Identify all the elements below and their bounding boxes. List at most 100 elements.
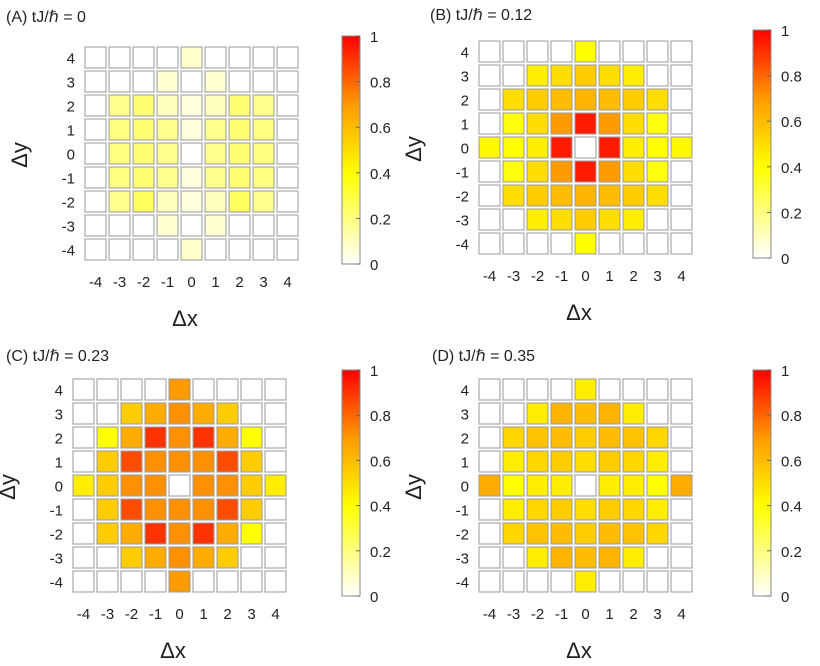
heatmap-cell xyxy=(276,238,299,261)
heatmap-cell xyxy=(84,70,107,93)
heatmap-cell xyxy=(670,426,693,449)
y-tick-label: 3 xyxy=(461,407,469,424)
heatmap-cell xyxy=(622,136,645,159)
heatmap-cell xyxy=(502,88,525,111)
heatmap-cell xyxy=(598,160,621,183)
heatmap-cell xyxy=(84,190,107,213)
heatmap-cell xyxy=(156,94,179,117)
heatmap-cell xyxy=(108,166,131,189)
colorbar-tick-label: 0 xyxy=(781,251,789,268)
heatmap-cell xyxy=(144,546,167,569)
heatmap-cell xyxy=(526,378,549,401)
heatmap-cell xyxy=(526,570,549,593)
heatmap-cell xyxy=(502,474,525,497)
heatmap-cell xyxy=(72,546,95,569)
heatmap-cell xyxy=(502,450,525,473)
heatmap-cell xyxy=(670,402,693,425)
x-tick-label: 2 xyxy=(223,606,231,623)
heatmap-cell xyxy=(96,546,119,569)
heatmap-cell xyxy=(192,450,215,473)
heatmap-cell xyxy=(550,474,573,497)
heatmap-cell xyxy=(574,426,597,449)
heatmap-cell xyxy=(216,546,239,569)
heatmap-cell xyxy=(132,142,155,165)
heatmap-cell xyxy=(574,474,597,497)
heatmap-cell xyxy=(478,450,501,473)
heatmap-cell xyxy=(598,450,621,473)
heatmap-cell xyxy=(598,184,621,207)
x-tick-label: -2 xyxy=(531,606,544,623)
colorbar-tick-label: 0.2 xyxy=(370,544,391,561)
heatmap-cell xyxy=(574,498,597,521)
heatmap-cell xyxy=(526,474,549,497)
y-tick-label: 2 xyxy=(55,431,63,448)
heatmap-cell xyxy=(120,402,143,425)
heatmap-cell xyxy=(204,238,227,261)
heatmap-cell xyxy=(264,570,287,593)
heatmap-cell xyxy=(622,450,645,473)
heatmap-cell xyxy=(502,570,525,593)
heatmap-cell xyxy=(156,190,179,213)
heatmap-cell xyxy=(264,522,287,545)
y-tick-label: 0 xyxy=(55,479,63,496)
heatmap-cell xyxy=(670,112,693,135)
heatmap-cell xyxy=(132,94,155,117)
heatmap-cell xyxy=(84,166,107,189)
heatmap-cell xyxy=(168,378,191,401)
heatmap-cell xyxy=(478,498,501,521)
x-tick-label: -4 xyxy=(77,606,90,623)
heatmap-cell xyxy=(252,46,275,69)
heatmap-cell xyxy=(478,402,501,425)
heatmap-cell xyxy=(120,450,143,473)
heatmap-cell xyxy=(550,522,573,545)
heatmap-cell xyxy=(132,46,155,69)
heatmap-cell xyxy=(526,402,549,425)
y-tick-label: -3 xyxy=(50,551,63,568)
x-tick-label: -2 xyxy=(531,268,544,285)
heatmap-cell xyxy=(168,498,191,521)
x-tick-label: -2 xyxy=(125,606,138,623)
colorbar-tick-label: 0.4 xyxy=(781,160,802,177)
colorbar xyxy=(341,369,361,597)
x-tick-label: -4 xyxy=(483,606,496,623)
heatmap-cell xyxy=(264,474,287,497)
y-tick-label: 0 xyxy=(461,479,469,496)
heatmap-cell xyxy=(526,232,549,255)
colorbar-tick-label: 0.4 xyxy=(370,166,391,183)
x-tick-label: 2 xyxy=(235,274,243,291)
heatmap-cell xyxy=(228,238,251,261)
heatmap-cell xyxy=(168,450,191,473)
heatmap-cell xyxy=(502,522,525,545)
heatmap-cell xyxy=(84,142,107,165)
heatmap-cell xyxy=(132,166,155,189)
heatmap-cell xyxy=(144,570,167,593)
heatmap-cell xyxy=(96,474,119,497)
heatmap-cell xyxy=(180,70,203,93)
heatmap-cell xyxy=(192,498,215,521)
y-tick-label: 4 xyxy=(67,51,75,68)
colorbar-tick-label: 0.8 xyxy=(781,408,802,425)
x-tick-label: 2 xyxy=(629,606,637,623)
heatmap-cell xyxy=(216,522,239,545)
panel-title: (C) tJ/ℏ = 0.23 xyxy=(6,348,109,365)
heatmap-cell xyxy=(252,70,275,93)
heatmap-cell xyxy=(550,160,573,183)
heatmap-cell xyxy=(228,46,251,69)
y-axis-label: Δy xyxy=(401,136,426,162)
heatmap-cell xyxy=(550,88,573,111)
heatmap-cell xyxy=(502,402,525,425)
heatmap-cell xyxy=(264,498,287,521)
heatmap-cell xyxy=(204,142,227,165)
heatmap-cell xyxy=(646,232,669,255)
y-tick-label: -4 xyxy=(62,243,75,260)
y-tick-label: 3 xyxy=(461,69,469,86)
y-tick-label: -3 xyxy=(456,551,469,568)
heatmap-cell xyxy=(622,570,645,593)
heatmap-cell xyxy=(478,378,501,401)
heatmap-cell xyxy=(180,214,203,237)
heatmap-cell xyxy=(550,546,573,569)
panel-title: (D) tJ/ℏ = 0.35 xyxy=(432,348,535,365)
heatmap-cell xyxy=(156,142,179,165)
x-tick-label: 4 xyxy=(271,606,279,623)
heatmap-cell xyxy=(84,46,107,69)
